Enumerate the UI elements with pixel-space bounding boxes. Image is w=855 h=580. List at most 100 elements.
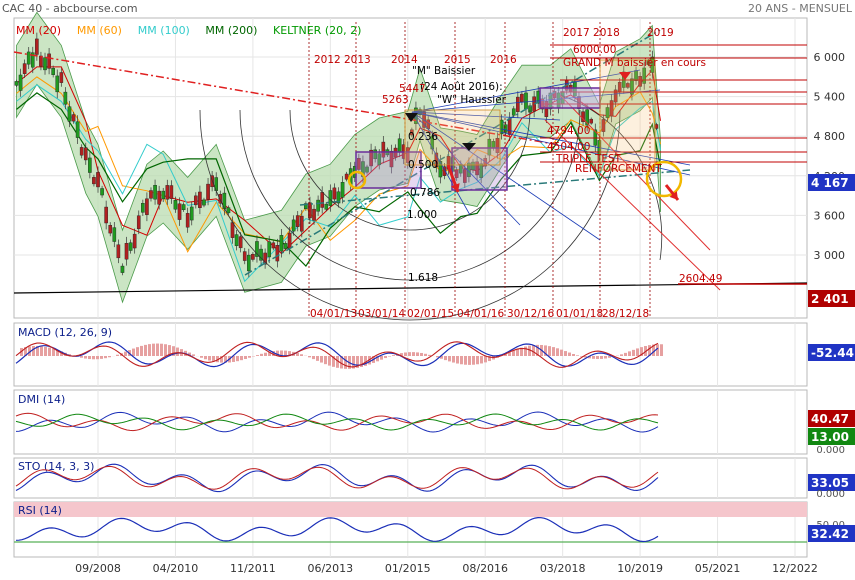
- macd-histogram-bar: [300, 354, 303, 356]
- macd-histogram-bar: [468, 356, 471, 365]
- macd-histogram-bar: [508, 352, 511, 356]
- macd-histogram-bar: [648, 345, 651, 356]
- macd-histogram-bar: [652, 344, 655, 356]
- macd-histogram-bar: [476, 356, 479, 365]
- candle-body: [18, 74, 23, 91]
- candle-body: [173, 200, 178, 210]
- candle-body: [279, 235, 284, 252]
- macd-histogram-bar: [284, 350, 287, 356]
- macd-histogram-bar: [312, 356, 315, 360]
- macd-histogram-bar: [352, 356, 355, 369]
- candle-body: [304, 203, 308, 210]
- candle-body: [14, 81, 19, 86]
- candle-body: [638, 76, 642, 87]
- dmi-minus-tag: [808, 428, 855, 445]
- candle-body: [51, 68, 55, 75]
- y-tick-label: 5 400: [814, 91, 846, 104]
- macd-histogram-bar: [480, 356, 483, 364]
- candle-body: [59, 72, 64, 83]
- macd-histogram-bar: [268, 351, 271, 356]
- macd-histogram-bar: [544, 345, 547, 356]
- macd-histogram-bar: [92, 356, 95, 360]
- chart-annotation: 0.236: [408, 131, 438, 143]
- candle-body: [120, 265, 125, 273]
- macd-histogram-bar: [632, 349, 635, 356]
- macd-histogram-bar: [204, 356, 207, 360]
- candle-body: [308, 202, 312, 219]
- macd-value-tag: [808, 344, 855, 361]
- indicator-line: [15, 413, 659, 431]
- macd-histogram-bar: [388, 356, 391, 357]
- candle-body: [226, 207, 231, 214]
- chart-annotation: (24 Août 2016):: [420, 81, 503, 93]
- candle-body: [47, 53, 51, 69]
- sto-title: STO (14, 3, 3): [18, 460, 94, 473]
- macd-histogram-bar: [192, 354, 195, 356]
- pivot-marker: [405, 113, 418, 122]
- indicator-line: [15, 412, 659, 432]
- macd-histogram-bar: [584, 356, 587, 358]
- macd-histogram-bar: [24, 347, 27, 356]
- macd-histogram-bar: [208, 356, 211, 361]
- macd-histogram-bar: [212, 356, 215, 362]
- last-price-tag-label: 4 167: [811, 176, 849, 190]
- candle-body: [79, 147, 84, 156]
- dmi-plus-tag: [808, 410, 855, 427]
- candle-body: [471, 161, 475, 171]
- ma-200-line: [16, 92, 662, 268]
- x-tick-label: 11/2011: [230, 562, 276, 575]
- candle-body: [251, 253, 255, 260]
- macd-histogram-bar: [84, 356, 87, 359]
- chart-annotation: 2017 2018: [563, 27, 620, 39]
- x-tick-label: 01/2015: [385, 562, 431, 575]
- down-arrow: [669, 191, 678, 200]
- macd-histogram-bar: [440, 356, 443, 359]
- candle-body: [410, 129, 414, 136]
- macd-histogram-bar: [96, 356, 99, 360]
- macd-title: MACD (12, 26, 9): [18, 326, 112, 339]
- last-price-tag: [808, 174, 855, 191]
- macd-histogram-bar: [56, 349, 59, 356]
- candle-body: [255, 241, 259, 257]
- candle-body: [267, 241, 271, 258]
- candle-body: [136, 215, 141, 230]
- candle-body: [369, 149, 373, 167]
- dmi-panel: [13, 389, 808, 455]
- chart-annotation: 1.618: [408, 272, 438, 284]
- macd-histogram-bar: [48, 347, 51, 356]
- macd-histogram-bar: [620, 354, 623, 356]
- candle-body: [104, 206, 108, 224]
- x-tick-label: 09/2008: [75, 562, 121, 575]
- chart-annotation: 5447: [399, 83, 426, 95]
- macd-histogram-bar: [216, 356, 219, 363]
- chart-annotation: 2604.49: [679, 273, 722, 285]
- macd-histogram-bar: [400, 353, 403, 356]
- macd-histogram-bar: [276, 350, 279, 356]
- candle-body: [30, 52, 35, 68]
- macd-histogram-bar: [552, 347, 555, 356]
- candle-body: [328, 190, 333, 206]
- ma-100-line: [16, 84, 661, 283]
- macd-histogram-bar: [660, 344, 663, 356]
- candle-body: [116, 244, 121, 259]
- candle-body: [141, 203, 145, 213]
- chart-annotation: TRIPLE TEST: [555, 153, 622, 165]
- macd-histogram-bar: [148, 344, 151, 356]
- chart-annotation: 01/01/18: [556, 308, 603, 320]
- macd-histogram-bar: [520, 347, 523, 356]
- candle-body: [108, 225, 113, 234]
- candle-body: [132, 233, 137, 249]
- macd-histogram-bar: [420, 352, 423, 356]
- macd-histogram-bar: [80, 356, 83, 358]
- indicator-line: [15, 465, 659, 490]
- macd-histogram-bar: [164, 344, 167, 356]
- chart-annotation: 2014: [391, 54, 418, 66]
- macd-histogram-bar: [336, 356, 339, 368]
- candle-body: [373, 149, 377, 160]
- macd-histogram-bar: [548, 346, 551, 356]
- macd-histogram-bar: [624, 352, 627, 356]
- candle-body: [100, 188, 104, 196]
- candle-body: [389, 150, 394, 168]
- sto-axis-label: 0.000: [816, 489, 845, 500]
- candle-body: [503, 124, 508, 133]
